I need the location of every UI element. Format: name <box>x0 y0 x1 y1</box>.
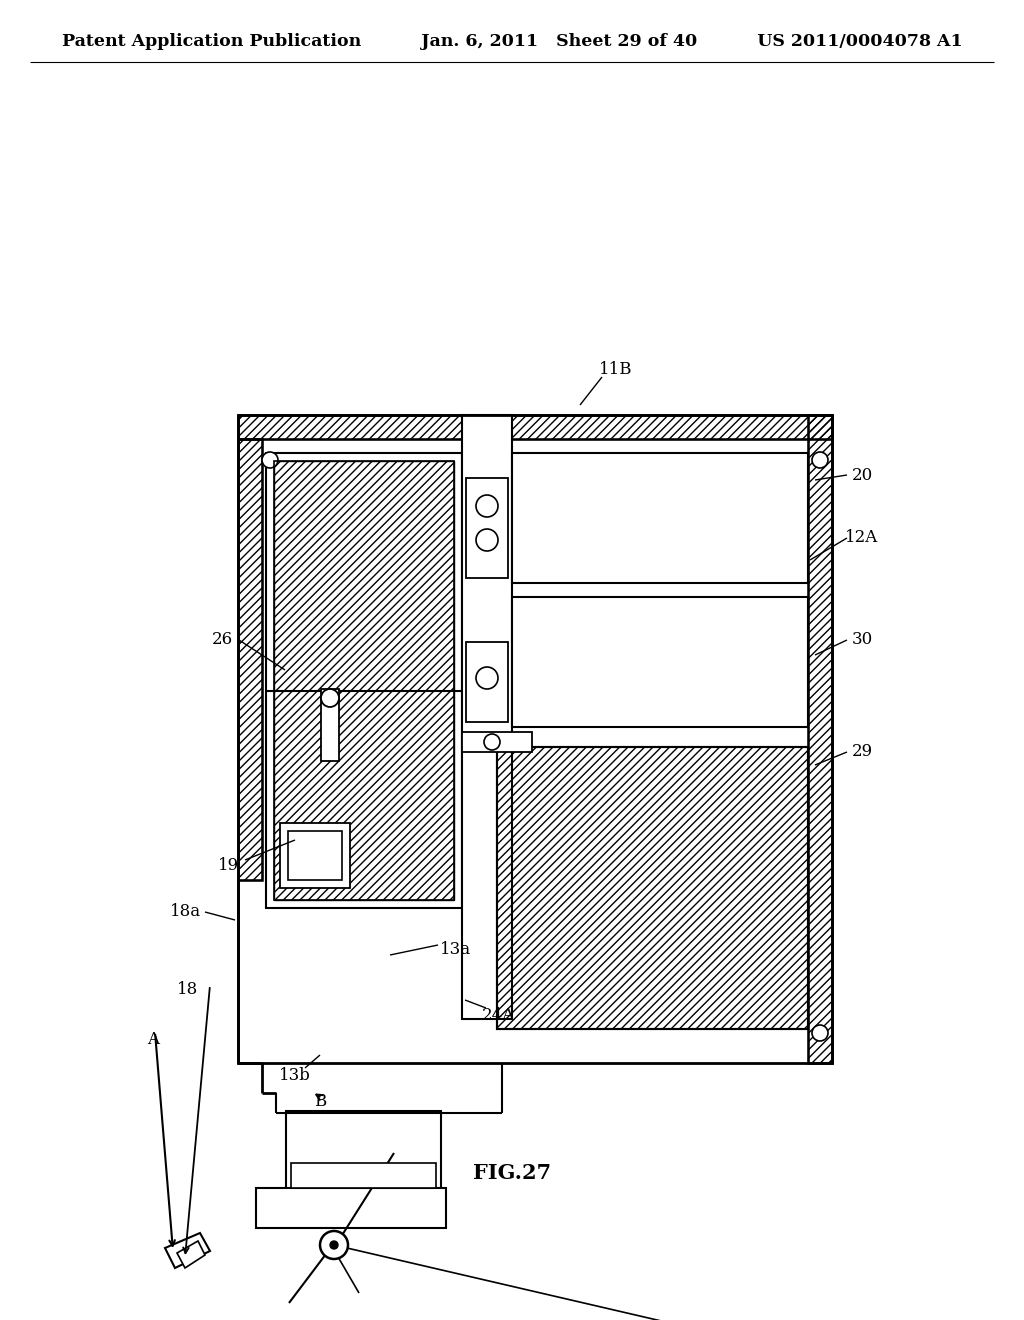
Bar <box>288 832 342 880</box>
Text: 29: 29 <box>851 743 872 760</box>
Bar <box>512 453 808 583</box>
Bar <box>462 414 512 1019</box>
Bar <box>238 414 831 1063</box>
Bar <box>462 733 532 752</box>
Bar <box>291 1163 436 1188</box>
Text: 11B: 11B <box>599 362 633 379</box>
Text: FIG.27: FIG.27 <box>473 1163 551 1183</box>
Circle shape <box>476 529 498 550</box>
Circle shape <box>812 451 828 469</box>
Bar <box>280 822 350 888</box>
Bar <box>274 461 454 900</box>
Polygon shape <box>165 1233 210 1269</box>
Circle shape <box>812 1026 828 1041</box>
Bar <box>466 642 508 722</box>
Text: Patent Application Publication          Jan. 6, 2011   Sheet 29 of 40          U: Patent Application Publication Jan. 6, 2… <box>61 33 963 50</box>
Bar <box>466 478 508 578</box>
Text: 18: 18 <box>177 982 199 998</box>
Text: 24A: 24A <box>481 1006 515 1023</box>
Text: 20: 20 <box>851 466 872 483</box>
Text: 12A: 12A <box>846 529 879 546</box>
Bar <box>497 747 808 1030</box>
Text: 18a: 18a <box>169 903 201 920</box>
Bar <box>274 461 454 900</box>
Bar <box>512 597 808 727</box>
Text: 30: 30 <box>851 631 872 648</box>
Text: B: B <box>314 1093 326 1110</box>
Circle shape <box>319 1232 348 1259</box>
Circle shape <box>476 667 498 689</box>
Bar <box>808 414 831 1063</box>
Bar <box>266 453 462 908</box>
Bar <box>256 1188 446 1228</box>
Bar <box>238 414 831 440</box>
Text: 26: 26 <box>211 631 232 648</box>
Circle shape <box>262 451 278 469</box>
Text: 13b: 13b <box>280 1067 311 1084</box>
Circle shape <box>330 1241 338 1249</box>
Bar <box>808 414 831 1063</box>
Text: 19: 19 <box>217 857 239 874</box>
Circle shape <box>476 495 498 517</box>
Circle shape <box>484 734 500 750</box>
Bar <box>238 414 831 440</box>
Circle shape <box>321 689 339 708</box>
Polygon shape <box>177 1241 205 1269</box>
Bar <box>286 1111 441 1193</box>
Bar <box>238 440 262 880</box>
Text: A: A <box>147 1031 159 1048</box>
Bar <box>321 689 339 762</box>
Bar <box>238 440 262 880</box>
Text: 13a: 13a <box>440 941 472 958</box>
Bar <box>238 414 831 1063</box>
Bar <box>497 747 808 1030</box>
